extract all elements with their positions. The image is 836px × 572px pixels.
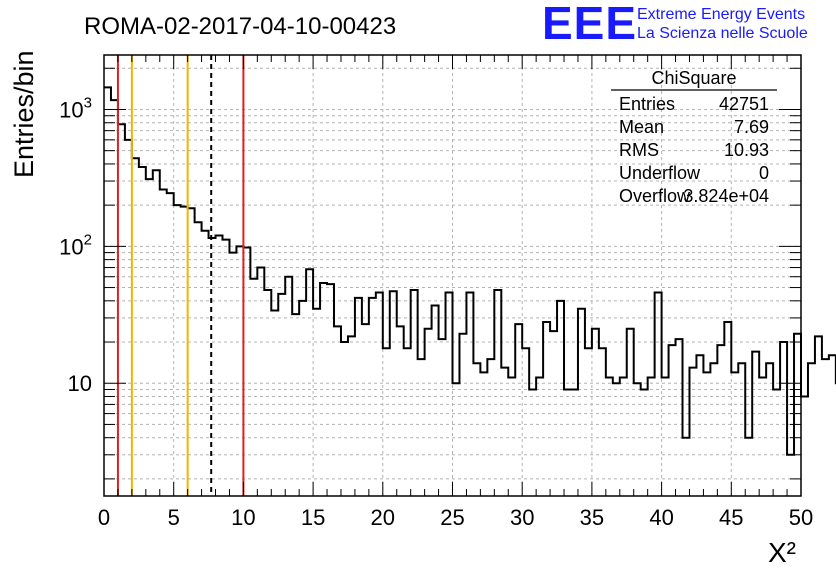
stats-label-underflow: Underflow [619, 163, 701, 183]
x-tick-label: 20 [371, 505, 395, 530]
stats-value-mean: 7.69 [734, 117, 769, 137]
x-tick-label: 50 [789, 505, 813, 530]
chart-title: ROMA-02-2017-04-10-00423 [84, 13, 396, 40]
histogram-step-line [104, 86, 836, 456]
y-axis-label: Entries/bin [9, 50, 39, 178]
y-tick-label: 103 [59, 94, 92, 122]
stats-value-underflow: 0 [759, 163, 769, 183]
logo-mark: EEE [542, 0, 637, 49]
stats-value-overflow: 3.824e+04 [683, 186, 769, 206]
axis-ticks [103, 55, 802, 496]
x-tick-label: 45 [719, 505, 743, 530]
eee-logo: EEE Extreme Energy Events La Scienza nel… [542, 0, 808, 49]
x-tick-label: 40 [649, 505, 673, 530]
stats-value-entries: 42751 [719, 94, 769, 114]
stats-box: ChiSquare Entries 42751 Mean 7.69 RMS 10… [611, 68, 777, 206]
x-axis-label: X² [768, 537, 796, 568]
x-tick-label: 25 [440, 505, 464, 530]
x-tick-label: 15 [301, 505, 325, 530]
histogram [104, 86, 836, 456]
stats-value-rms: 10.93 [724, 140, 769, 160]
stats-label-rms: RMS [619, 140, 659, 160]
stats-title: ChiSquare [651, 68, 736, 88]
x-tick-label: 0 [98, 505, 110, 530]
logo-line1: Extreme Energy Events [637, 6, 805, 23]
y-tick-label: 102 [59, 231, 92, 259]
y-tick-label: 10 [68, 371, 92, 396]
vertical-lines [116, 55, 245, 496]
grid [104, 55, 801, 496]
stats-label-entries: Entries [619, 94, 675, 114]
x-tick-label: 35 [580, 505, 604, 530]
x-tick-label: 5 [168, 505, 180, 530]
x-tick-label: 30 [510, 505, 534, 530]
logo-line2: La Scienza nelle Scuole [637, 25, 808, 42]
tick-labels: 0 5 10 15 20 25 30 35 40 45 50 10 102 103 [59, 94, 813, 530]
stats-label-mean: Mean [619, 117, 664, 137]
stats-label-overflow: Overflow [619, 186, 691, 206]
x-tick-label: 10 [231, 505, 255, 530]
